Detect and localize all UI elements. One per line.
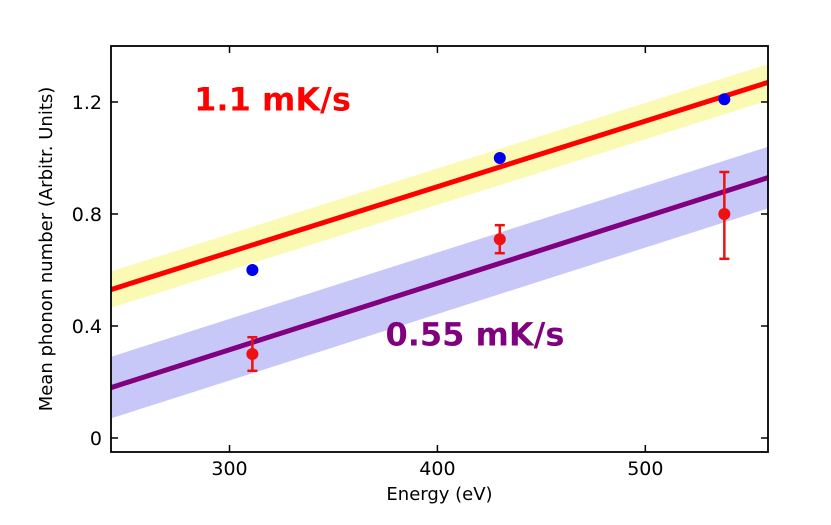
- x-tick-label: 400: [419, 458, 455, 480]
- x-tick-label: 500: [627, 458, 663, 480]
- data-point: [493, 152, 506, 164]
- annotation-label: 1.1 mK/s: [194, 80, 351, 118]
- data-points: [246, 93, 731, 360]
- y-tick-label: 0.4: [72, 316, 102, 338]
- annotation-label: 0.55 mK/s: [385, 316, 564, 354]
- y-tick-label: 0.8: [72, 204, 102, 226]
- annotations: 1.1 mK/s 0.55 mK/s: [194, 80, 564, 353]
- data-point: [246, 348, 259, 360]
- x-tick-label: 300: [211, 458, 247, 480]
- axis-ticks: 300 400 500 0 0.4 0.8 1.2: [72, 46, 768, 480]
- data-point: [718, 208, 731, 220]
- y-tick-label: 0: [90, 428, 102, 450]
- data-point: [718, 93, 731, 106]
- fit-lines: [110, 80, 769, 390]
- data-point: [493, 233, 506, 246]
- fit-line-2: [110, 80, 769, 292]
- x-axis-label: Energy (eV): [386, 484, 492, 505]
- y-tick-label: 1.2: [72, 92, 102, 114]
- data-point: [246, 264, 259, 276]
- fit-line-3: [110, 175, 769, 390]
- y-axis-label: Mean phonon number (Arbitr. Units): [36, 87, 57, 412]
- plot-frame: [110, 45, 769, 453]
